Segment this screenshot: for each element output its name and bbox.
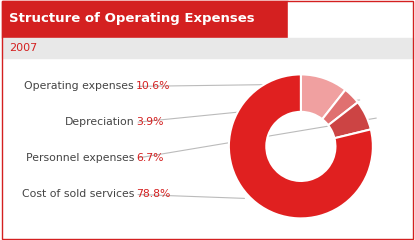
Bar: [2, 58, 413, 239]
Text: Operating expenses: Operating expenses: [24, 81, 134, 91]
Wedge shape: [301, 74, 345, 119]
Text: 78.8%: 78.8%: [136, 189, 171, 199]
Wedge shape: [322, 90, 358, 125]
Text: 10.6%: 10.6%: [136, 81, 171, 91]
Wedge shape: [229, 74, 373, 218]
Bar: [288, 1, 413, 38]
Wedge shape: [328, 102, 371, 138]
Text: Structure of Operating Expenses: Structure of Operating Expenses: [9, 12, 255, 25]
Text: 3.9%: 3.9%: [136, 117, 164, 127]
Text: Depreciation: Depreciation: [64, 117, 134, 127]
Text: Cost of sold services: Cost of sold services: [22, 189, 134, 199]
Bar: [2, 38, 413, 58]
Bar: [2, 1, 288, 38]
Text: Personnel expenses: Personnel expenses: [26, 153, 134, 163]
Text: 6.7%: 6.7%: [136, 153, 164, 163]
Text: 2007: 2007: [9, 43, 37, 53]
